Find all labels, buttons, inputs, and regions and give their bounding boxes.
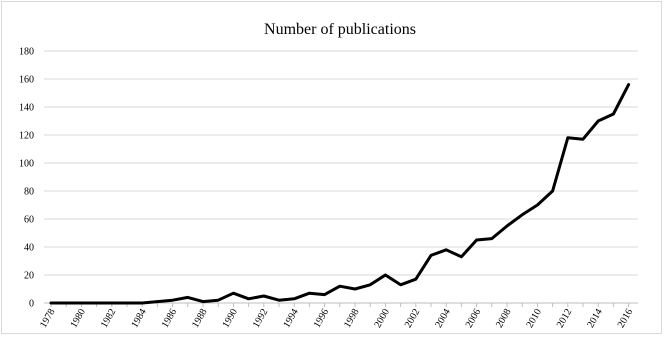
data-point-2002 — [414, 278, 417, 281]
data-point-1995 — [308, 292, 311, 295]
data-point-2013 — [581, 138, 585, 141]
data-point-2005 — [460, 255, 463, 258]
data-point-2000 — [384, 273, 387, 277]
y-tick-label: 60 — [24, 215, 34, 226]
x-tick-label: 2004 — [433, 307, 453, 330]
data-point-1996 — [323, 293, 326, 296]
data-point-1999 — [369, 283, 372, 286]
chart-title: Number of publications — [264, 21, 416, 38]
data-point-1997 — [338, 285, 341, 288]
x-tick-label: 1992 — [251, 307, 271, 330]
data-point-1979 — [65, 301, 68, 305]
series-line — [49, 83, 631, 305]
x-tick-label: 1990 — [220, 307, 240, 330]
data-point-1986 — [171, 299, 174, 302]
data-point-1982 — [110, 301, 114, 305]
y-tick-label: 160 — [19, 75, 34, 86]
data-point-1981 — [95, 301, 98, 305]
y-tick-label: 20 — [24, 271, 34, 282]
data-point-2004 — [445, 248, 448, 251]
data-point-1988 — [201, 300, 205, 303]
y-tick-label: 0 — [29, 299, 34, 310]
data-point-2011 — [551, 189, 554, 193]
data-point-1998 — [353, 287, 357, 291]
grid-lines — [44, 50, 638, 276]
x-tick-label: 1980 — [68, 307, 88, 330]
data-point-1989 — [217, 299, 220, 302]
x-tick-label: 1986 — [160, 307, 180, 330]
x-tick-label: 1978 — [38, 307, 58, 330]
y-tick-label: 140 — [19, 103, 34, 114]
x-tick-label: 1994 — [281, 307, 301, 330]
data-point-2015 — [612, 112, 615, 116]
x-tick-label: 1998 — [342, 307, 362, 330]
x-tick-label: 2008 — [494, 307, 514, 330]
x-axis-ticks: 1978 1980 1982 1984 1986 1988 1990 1992 1994 1996… — [38, 303, 635, 330]
x-tick-label: 2000 — [372, 307, 392, 330]
data-point-2007 — [490, 237, 493, 240]
x-tick-label: 1996 — [312, 307, 332, 330]
x-tick-label: 2014 — [585, 307, 605, 330]
x-tick-label: 2012 — [555, 307, 575, 330]
data-point-1978 — [49, 301, 53, 305]
data-point-2012 — [566, 136, 569, 139]
x-tick-label: 1984 — [129, 307, 149, 330]
data-point-2006 — [475, 238, 478, 242]
y-tick-label: 180 — [19, 47, 34, 58]
data-point-2014 — [597, 119, 600, 123]
x-tick-label: 1982 — [99, 307, 119, 330]
data-point-1983 — [125, 301, 129, 305]
y-axis-ticks: 0 20 40 60 80 100 120 140 160 180 — [19, 47, 34, 310]
y-tick-label: 80 — [24, 187, 34, 198]
data-point-2010 — [536, 203, 539, 207]
data-point-2003 — [429, 254, 433, 257]
data-point-1985 — [156, 300, 159, 303]
x-tick-label: 2006 — [464, 307, 484, 330]
data-point-2016 — [627, 83, 630, 86]
data-point-2001 — [399, 283, 402, 286]
y-tick-label: 40 — [24, 243, 34, 254]
data-point-1992 — [262, 294, 265, 298]
data-point-1987 — [186, 296, 189, 299]
data-points — [49, 83, 630, 305]
x-tick-label: 2016 — [616, 307, 636, 330]
data-point-1993 — [277, 299, 281, 302]
x-tick-label: 1988 — [190, 307, 210, 330]
data-point-1990 — [232, 292, 235, 295]
y-tick-label: 100 — [19, 159, 34, 170]
data-point-1994 — [293, 297, 296, 300]
x-tick-label: 2010 — [524, 307, 544, 330]
data-point-1991 — [247, 297, 250, 300]
y-tick-label: 120 — [19, 131, 34, 142]
data-point-1980 — [80, 301, 83, 305]
data-point-1984 — [141, 301, 144, 305]
data-point-2008 — [505, 224, 509, 228]
x-tick-label: 2002 — [403, 307, 423, 330]
data-point-2009 — [521, 213, 524, 216]
